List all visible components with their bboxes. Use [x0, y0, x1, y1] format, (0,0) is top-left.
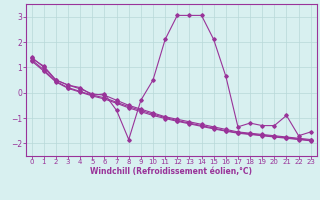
- X-axis label: Windchill (Refroidissement éolien,°C): Windchill (Refroidissement éolien,°C): [90, 167, 252, 176]
